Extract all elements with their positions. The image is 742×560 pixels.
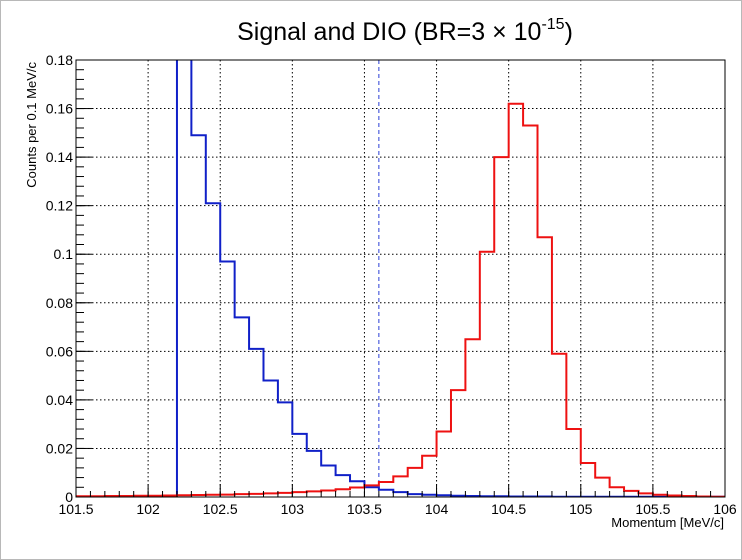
- y-tick-label: 0.1: [54, 246, 74, 262]
- ticks: 101.5 102 102.5 103 103.5 104 104.5 105 105.5 106…: [46, 52, 737, 517]
- title-close: ): [565, 18, 573, 46]
- x-tick-label: 106: [713, 501, 737, 517]
- chart-title: Signal and DIO (BR=3 × 10-15): [237, 16, 573, 46]
- grid: [76, 60, 725, 497]
- plot-area-frame: [75, 59, 726, 498]
- x-tick-label: 102: [136, 501, 160, 517]
- x-tick-label: 101.5: [58, 501, 93, 517]
- x-axis-label: Momentum [MeV/c]: [611, 515, 724, 530]
- x-tick-label: 105.5: [635, 501, 670, 517]
- y-tick-label: 0.04: [46, 392, 73, 408]
- y-tick-label: 0.12: [46, 198, 73, 214]
- x-tick-label: 104.5: [491, 501, 526, 517]
- x-tick-label: 104: [425, 501, 449, 517]
- title-main: Signal and DIO (BR=3 × 10: [237, 18, 541, 46]
- data-layer: [76, 60, 725, 497]
- x-tick-label: 103: [281, 501, 305, 517]
- histogram-series-red: [76, 102, 725, 497]
- y-tick-label: 0.16: [46, 101, 73, 117]
- y-tick-label: 0.02: [46, 440, 73, 456]
- y-axis-label: Counts per 0.1 MeV/c: [24, 62, 39, 188]
- y-tick-label: 0.14: [46, 149, 73, 165]
- y-tick-label: 0.06: [46, 343, 73, 359]
- y-tick-label: 0: [65, 489, 73, 505]
- title-exponent: -15: [541, 16, 564, 33]
- y-tick-label: 0.08: [46, 295, 73, 311]
- x-tick-label: 105: [569, 501, 593, 517]
- x-tick-label: 103.5: [347, 501, 382, 517]
- x-tick-label: 102.5: [203, 501, 238, 517]
- y-tick-label: 0.18: [46, 52, 73, 68]
